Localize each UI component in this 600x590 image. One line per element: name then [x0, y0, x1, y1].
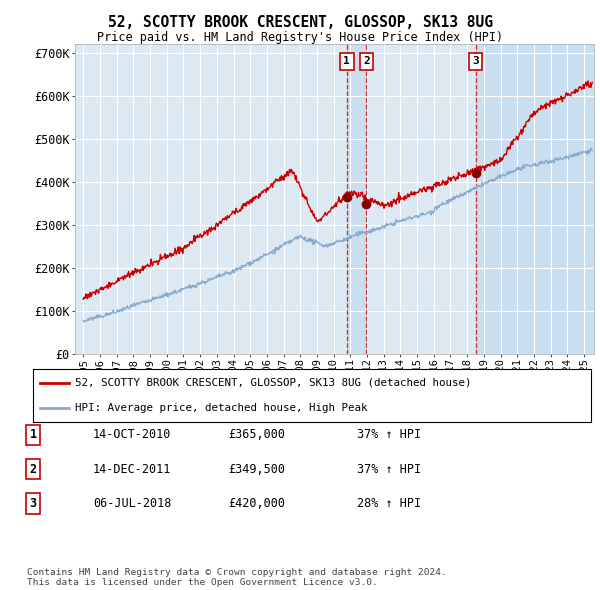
Text: 2: 2 [29, 463, 37, 476]
Text: Price paid vs. HM Land Registry's House Price Index (HPI): Price paid vs. HM Land Registry's House … [97, 31, 503, 44]
Bar [476, 44, 594, 354]
Text: 52, SCOTTY BROOK CRESCENT, GLOSSOP, SK13 8UG: 52, SCOTTY BROOK CRESCENT, GLOSSOP, SK13… [107, 15, 493, 30]
Text: £365,000: £365,000 [228, 428, 285, 441]
Text: 37% ↑ HPI: 37% ↑ HPI [357, 463, 421, 476]
Text: HPI: Average price, detached house, High Peak: HPI: Average price, detached house, High… [75, 403, 367, 413]
Text: 52, SCOTTY BROOK CRESCENT, GLOSSOP, SK13 8UG (detached house): 52, SCOTTY BROOK CRESCENT, GLOSSOP, SK13… [75, 378, 472, 388]
Text: 37% ↑ HPI: 37% ↑ HPI [357, 428, 421, 441]
Text: This data is licensed under the Open Government Licence v3.0.: This data is licensed under the Open Gov… [27, 578, 378, 587]
Text: 06-JUL-2018: 06-JUL-2018 [93, 497, 172, 510]
Text: £349,500: £349,500 [228, 463, 285, 476]
Text: 3: 3 [472, 57, 479, 67]
Text: 3: 3 [29, 497, 37, 510]
Text: £420,000: £420,000 [228, 497, 285, 510]
Text: 14-OCT-2010: 14-OCT-2010 [93, 428, 172, 441]
Text: 14-DEC-2011: 14-DEC-2011 [93, 463, 172, 476]
Bar [347, 44, 367, 354]
Text: 1: 1 [29, 428, 37, 441]
Text: 28% ↑ HPI: 28% ↑ HPI [357, 497, 421, 510]
Text: 1: 1 [343, 57, 350, 67]
Text: Contains HM Land Registry data © Crown copyright and database right 2024.: Contains HM Land Registry data © Crown c… [27, 568, 447, 577]
Text: 2: 2 [363, 57, 370, 67]
